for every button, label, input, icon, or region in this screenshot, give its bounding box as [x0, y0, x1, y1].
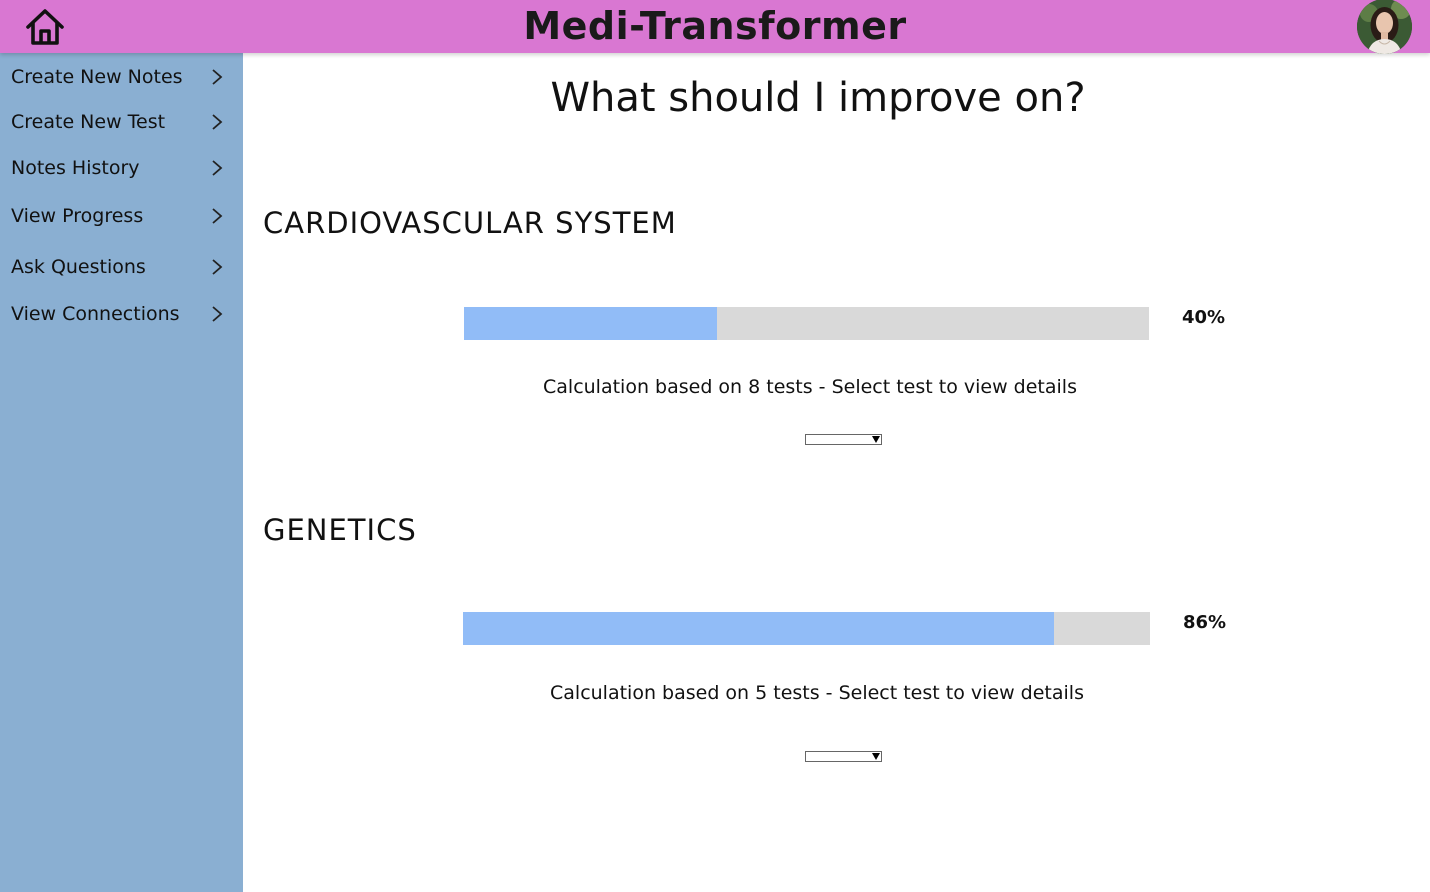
progress-bar-cardiovascular [464, 307, 1149, 340]
test-select-dropdown[interactable] [805, 434, 882, 445]
progress-fill [464, 307, 718, 340]
sidebar-item-create-new-notes[interactable]: Create New Notes [0, 57, 243, 97]
calculation-info-text: Calculation based on 5 tests - Select te… [550, 682, 1084, 704]
sidebar-item-label: Notes History [11, 157, 140, 179]
sidebar-item-view-progress[interactable]: View Progress [0, 196, 243, 236]
chevron-right-icon [208, 258, 226, 276]
page-title: What should I improve on? [550, 75, 1086, 121]
calculation-info-text: Calculation based on 8 tests - Select te… [543, 376, 1077, 398]
sidebar-item-label: Ask Questions [11, 256, 146, 278]
sidebar-nav: Create New Notes Create New Test Notes H… [0, 53, 243, 892]
chevron-right-icon [208, 68, 226, 86]
progress-percent-label: 86% [1183, 612, 1227, 633]
dropdown-arrow-icon [872, 753, 880, 760]
section-title-genetics: GENETICS [263, 513, 417, 547]
sidebar-item-label: Create New Notes [11, 66, 183, 88]
section-title-cardiovascular: CARDIOVASCULAR SYSTEM [263, 206, 677, 240]
progress-percent-label: 40% [1182, 307, 1226, 328]
progress-bar-genetics [463, 612, 1150, 645]
chevron-right-icon [208, 159, 226, 177]
sidebar-item-view-connections[interactable]: View Connections [0, 294, 243, 334]
home-button[interactable] [24, 6, 66, 48]
sidebar-item-notes-history[interactable]: Notes History [0, 148, 243, 188]
test-select-dropdown[interactable] [805, 751, 882, 762]
progress-fill [463, 612, 1054, 645]
home-icon [26, 9, 64, 45]
sidebar-item-label: Create New Test [11, 111, 166, 133]
sidebar-item-label: View Connections [11, 303, 180, 325]
app-header: Medi-Transformer [0, 0, 1430, 54]
chevron-right-icon [208, 207, 226, 225]
avatar-icon [1357, 0, 1412, 54]
dropdown-arrow-icon [872, 436, 880, 443]
sidebar-item-label: View Progress [11, 205, 144, 227]
user-avatar[interactable] [1357, 0, 1412, 54]
sidebar-item-create-new-test[interactable]: Create New Test [0, 102, 243, 142]
app-title: Medi-Transformer [523, 4, 907, 48]
sidebar-item-ask-questions[interactable]: Ask Questions [0, 247, 243, 287]
chevron-right-icon [208, 305, 226, 323]
chevron-right-icon [208, 113, 226, 131]
